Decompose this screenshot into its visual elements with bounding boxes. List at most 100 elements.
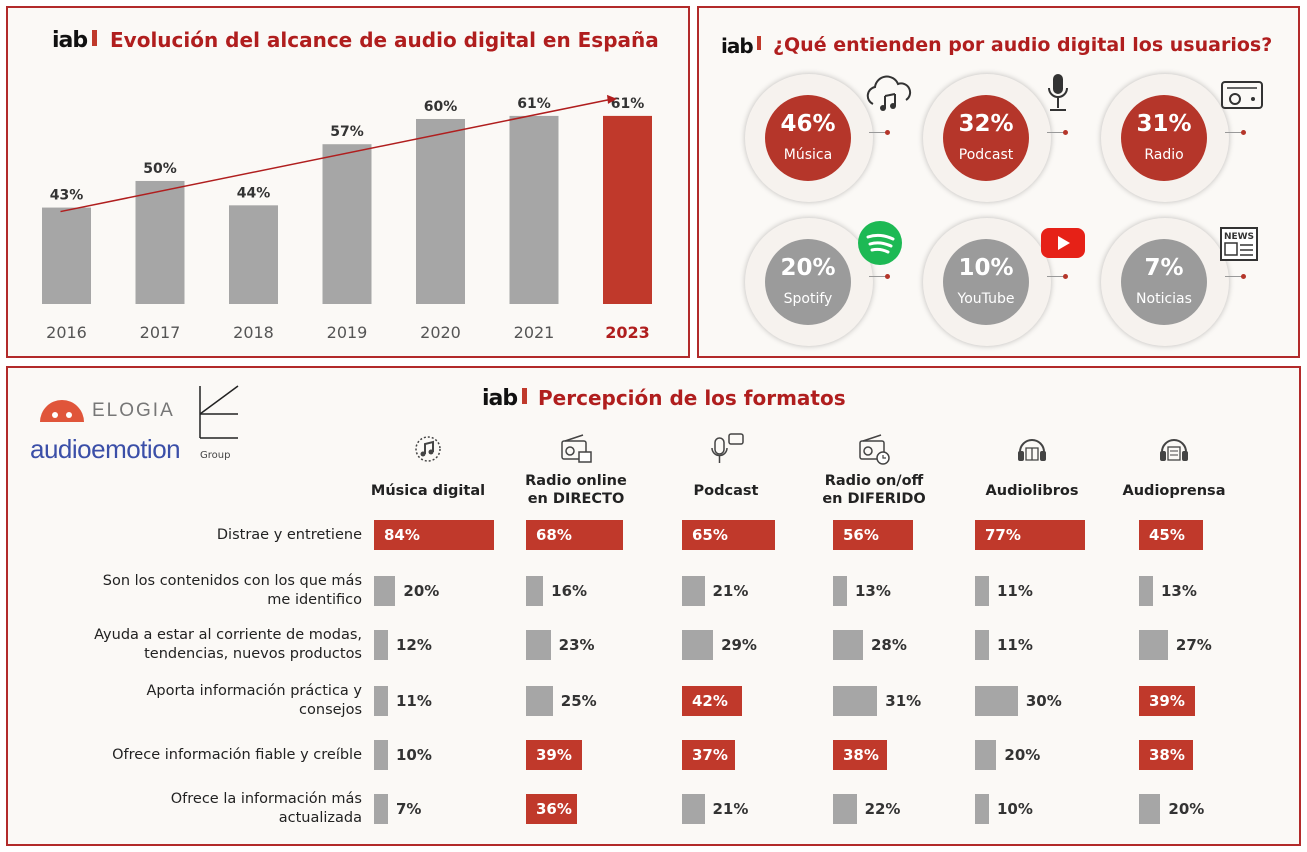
audio-circle-label: Música: [783, 147, 833, 163]
perception-value: 13%: [855, 582, 891, 600]
audio-circle-pct: 32%: [958, 111, 1014, 137]
audio-circle-radio: 31% Radio: [1101, 74, 1246, 202]
perception-bar: [1139, 740, 1194, 770]
perception-value: 21%: [712, 582, 749, 600]
perception-value: 22%: [864, 800, 901, 818]
perception-bar: [374, 630, 388, 660]
perception-value: 84%: [384, 526, 420, 544]
perception-value: 10%: [396, 746, 432, 764]
radio-icon: [1219, 76, 1265, 116]
perception-bar: [526, 520, 624, 550]
row-label: Son los contenidos con los que más me ide…: [102, 573, 362, 608]
perception-bar: [374, 576, 396, 606]
row-label: Distrae y entretiene: [216, 527, 362, 543]
perception-value: 38%: [1149, 746, 1185, 764]
perception-bar: [682, 794, 705, 824]
music-note-icon: [411, 432, 445, 470]
reach-bar-chart: 43% 2016 50% 2017 44% 2018 57% 2019 60% 2020 61% 20…: [42, 94, 652, 342]
bar-2018: [229, 205, 278, 304]
tick-label-2019: 2019: [327, 323, 368, 342]
perception-bar: [526, 630, 551, 660]
tick-label-2023: 2023: [605, 323, 650, 342]
audio-circle-spotify: 20% Spotify: [745, 218, 890, 346]
perception-value: 39%: [536, 746, 572, 764]
perception-value: 13%: [1161, 582, 1197, 600]
audio-circle-label: Radio: [1144, 147, 1184, 163]
audio-circle-inner: 10% YouTube: [943, 239, 1029, 325]
tick-label-2020: 2020: [420, 323, 461, 342]
circle-connector: [1047, 132, 1065, 133]
perception-value: 27%: [1175, 636, 1212, 654]
perception-value: 36%: [536, 800, 572, 818]
circle-connector: [869, 132, 887, 133]
perception-value: 56%: [843, 526, 879, 544]
audio-meaning-panel: iab ¿Qué entienden por audio digital los…: [697, 6, 1300, 358]
circle-connector-dot: [885, 130, 890, 135]
perception-bar: [1139, 576, 1153, 606]
data-label-2023: 61%: [611, 96, 645, 112]
perception-bar: [526, 576, 544, 606]
perception-bar: [374, 740, 388, 770]
perception-bar: [1139, 794, 1161, 824]
circle-connector: [1225, 276, 1243, 277]
perception-value: 21%: [712, 800, 749, 818]
perception-value: 45%: [1149, 526, 1185, 544]
data-label-2017: 50%: [143, 161, 177, 177]
elogia-brand: ELOGIA: [92, 400, 175, 421]
circle-connector: [1047, 276, 1065, 277]
perception-value: 11%: [997, 636, 1033, 654]
circle-connector-dot: [1063, 274, 1068, 279]
panel2-title: ¿Qué entienden por audio digital los usu…: [773, 34, 1273, 56]
tick-label-2018: 2018: [233, 323, 274, 342]
circle-connector-dot: [1241, 274, 1246, 279]
perception-value: 11%: [997, 582, 1033, 600]
perception-bar: [833, 630, 863, 660]
perception-value: 37%: [692, 746, 728, 764]
iab-logo-mark: [757, 36, 761, 50]
microphone-icon: [1043, 72, 1073, 120]
circle-connector-dot: [1241, 130, 1246, 135]
svg-text:NEWS: NEWS: [1224, 232, 1254, 242]
audio-circle-pct: 46%: [780, 111, 836, 137]
news-icon: NEWS: [1219, 226, 1259, 266]
perception-value: 20%: [1168, 800, 1205, 818]
data-label-2021: 61%: [517, 96, 551, 112]
bar-2021: [509, 115, 559, 305]
audio-circle-inner: 7% Noticias: [1121, 239, 1207, 325]
bar-2023: [603, 115, 652, 305]
audio-circle-label: YouTube: [957, 291, 1015, 307]
perception-value: 23%: [558, 636, 595, 654]
perception-bar: [975, 686, 1018, 716]
perception-bar: [374, 686, 388, 716]
perception-bar: [682, 686, 742, 716]
row-label: Aporta información práctica y consejos: [146, 683, 362, 718]
row-label: Ayuda a estar al corriente de modas, tend…: [94, 627, 362, 662]
iab-logo: iab: [721, 34, 754, 58]
perception-bar: [833, 740, 888, 770]
column-header-5: Audioprensa: [1122, 483, 1226, 499]
perception-value: 29%: [721, 636, 757, 654]
audio-circle-pct: 31%: [1136, 111, 1192, 137]
audio-circle-música: 46% Música: [745, 74, 890, 202]
perception-bar: [374, 794, 388, 824]
column-header-4: Audiolibros: [985, 483, 1079, 499]
radio-online-icon: [559, 432, 593, 470]
data-label-2018: 44%: [237, 185, 271, 201]
row-label: Ofrece información fiable y creíble: [112, 747, 362, 763]
audio-circle-inner: 31% Radio: [1121, 95, 1207, 181]
k-group-logo-icon: [199, 385, 239, 439]
bar-2017: [135, 180, 185, 304]
perception-value: 20%: [1004, 746, 1041, 764]
audio-circle-youtube: 10% YouTube: [923, 218, 1068, 346]
perception-value: 25%: [560, 692, 597, 710]
perception-value: 20%: [403, 582, 440, 600]
podcast-mic-icon: [709, 432, 745, 470]
format-perception-panel: ELOGIA audioemotion Group iab Percepción…: [6, 366, 1301, 846]
trend-line: [60, 98, 614, 213]
perception-bar: [833, 794, 857, 824]
perception-bar: [1139, 630, 1168, 660]
iab-logo-mark: [92, 30, 97, 46]
perception-bar: [975, 520, 1085, 550]
perception-bar: [975, 794, 989, 824]
tick-label-2021: 2021: [514, 323, 555, 342]
